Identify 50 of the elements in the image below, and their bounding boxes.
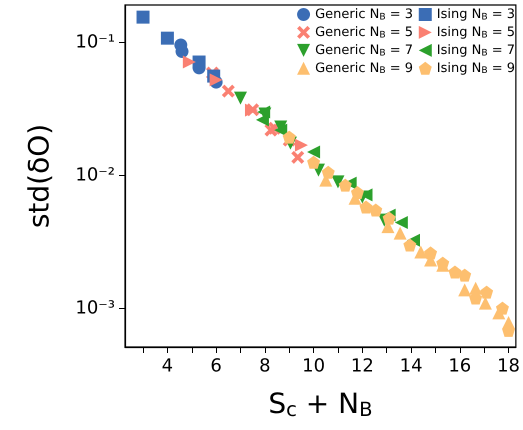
legend-label: Generic NB = 7 <box>315 42 414 58</box>
point <box>382 212 396 225</box>
point <box>394 226 407 240</box>
legend-label: Ising NB = 5 <box>436 24 516 40</box>
point <box>331 175 344 188</box>
point <box>478 296 492 310</box>
legend-label: Ising NB = 9 <box>436 60 516 76</box>
point <box>424 246 438 260</box>
point <box>291 150 304 164</box>
y-tick-label: 10⁻¹ <box>75 32 115 53</box>
point <box>403 238 416 252</box>
point <box>282 130 296 144</box>
point <box>458 283 472 296</box>
x-tick-label: 10 <box>302 356 326 376</box>
legend-label: Generic NB = 5 <box>315 24 414 40</box>
x-tick-label: 4 <box>162 356 174 376</box>
legend-label: Generic NB = 9 <box>315 60 414 76</box>
point <box>480 286 494 299</box>
point <box>294 138 308 152</box>
y-tick-label: 10⁻² <box>75 164 115 186</box>
point <box>322 166 335 179</box>
point <box>222 84 235 98</box>
legend-label: Ising NB = 3 <box>436 7 516 22</box>
point <box>338 178 352 192</box>
point <box>414 246 428 259</box>
point <box>192 56 206 69</box>
point <box>369 204 382 217</box>
point <box>496 302 509 315</box>
point <box>307 156 320 169</box>
point <box>359 200 372 214</box>
point <box>448 265 462 278</box>
x-tick-label: 14 <box>400 356 423 376</box>
point <box>458 268 472 282</box>
y-tick-label: 10⁻³ <box>75 298 115 319</box>
point <box>350 186 364 199</box>
x-tick-label: 18 <box>497 356 520 376</box>
point <box>182 56 196 69</box>
point <box>160 32 174 45</box>
legend-label: Ising NB = 7 <box>436 42 516 58</box>
point <box>307 146 320 159</box>
point <box>234 92 248 105</box>
y-axis-title: std(δO) <box>22 124 56 228</box>
point <box>394 216 408 230</box>
x-tick-label: 16 <box>448 356 472 376</box>
legend-label: Generic NB = 3 <box>315 7 414 22</box>
x-tick-label: 12 <box>350 356 374 376</box>
x-tick-label: 8 <box>259 356 271 376</box>
point <box>136 10 150 24</box>
point <box>210 73 223 86</box>
x-tick-label: 6 <box>210 356 222 376</box>
